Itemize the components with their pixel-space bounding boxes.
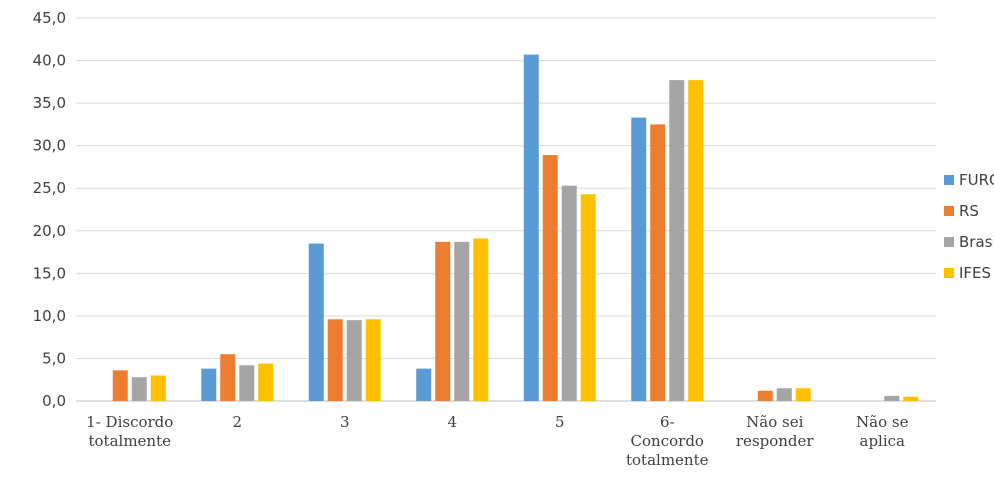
bar-rs-4	[435, 241, 451, 401]
x-category-label: Concordo	[631, 432, 704, 450]
y-axis-tick-labels: 0,0 5,0 10,0 15,0 20,0 25,0 30,0 35,0 40,0 45,0	[33, 9, 66, 410]
bar-rs-3	[327, 319, 343, 401]
legend: FURG RS Brasil IFES	[944, 171, 994, 282]
bar-ifes-6	[688, 80, 704, 402]
bar-rs-7	[757, 390, 773, 401]
bar-rs-5	[542, 155, 558, 401]
gridlines	[76, 17, 936, 402]
bar-brasil-6	[669, 80, 685, 402]
bar-furg-4	[416, 368, 432, 401]
legend-label-ifes: IFES	[959, 264, 991, 282]
legend-swatch-ifes	[944, 268, 954, 278]
bar-ifes-5	[580, 194, 596, 401]
legend-label-rs: RS	[959, 202, 979, 220]
bar-brasil-2	[239, 365, 255, 401]
bar-furg-5	[523, 54, 539, 401]
x-category-label: aplica	[860, 432, 906, 450]
bar-brasil-1	[131, 377, 147, 401]
y-tick-label: 45,0	[33, 9, 66, 27]
bar-furg-6	[631, 117, 647, 401]
bar-rs-1	[112, 370, 128, 401]
y-tick-label: 25,0	[33, 179, 66, 197]
bar-rs-2	[220, 354, 236, 401]
bar-ifes-8	[903, 396, 919, 401]
bar-brasil-7	[776, 388, 792, 401]
legend-swatch-brasil	[944, 237, 954, 247]
bar-furg-3	[308, 243, 324, 401]
bar-brasil-3	[346, 320, 362, 401]
bars	[112, 54, 919, 402]
legend-label-brasil: Brasil	[959, 233, 994, 251]
legend-swatch-furg	[944, 175, 954, 185]
x-category-label: 2	[232, 413, 242, 431]
bar-ifes-4	[473, 238, 489, 401]
y-tick-label: 40,0	[33, 52, 66, 70]
bar-ifes-1	[150, 375, 166, 401]
bar-rs-6	[650, 124, 666, 401]
bar-ifes-2	[258, 363, 274, 401]
y-tick-label: 0,0	[42, 392, 66, 410]
x-category-label: totalmente	[626, 451, 709, 469]
y-tick-label: 15,0	[33, 264, 66, 282]
bar-ifes-3	[365, 319, 381, 401]
bar-brasil-4	[454, 241, 470, 401]
x-category-label: 6-	[660, 413, 675, 431]
x-category-label: responder	[736, 432, 815, 450]
bar-brasil-5	[561, 185, 577, 401]
x-category-label: 4	[447, 413, 457, 431]
y-tick-label: 20,0	[33, 222, 66, 240]
x-category-label: totalmente	[89, 432, 172, 450]
bar-furg-2	[201, 368, 217, 401]
legend-label-furg: FURG	[959, 171, 994, 189]
y-tick-label: 10,0	[33, 307, 66, 325]
x-category-label: Não sei	[746, 413, 803, 431]
y-tick-label: 5,0	[42, 349, 66, 367]
x-category-label: 1- Discordo	[86, 413, 173, 431]
bar-ifes-7	[795, 388, 811, 401]
y-tick-label: 35,0	[33, 94, 66, 112]
y-tick-label: 30,0	[33, 137, 66, 155]
x-category-label: 5	[555, 413, 565, 431]
legend-swatch-rs	[944, 206, 954, 216]
x-category-label: Não se	[856, 413, 909, 431]
bar-brasil-8	[884, 395, 900, 401]
x-category-label: 3	[340, 413, 350, 431]
